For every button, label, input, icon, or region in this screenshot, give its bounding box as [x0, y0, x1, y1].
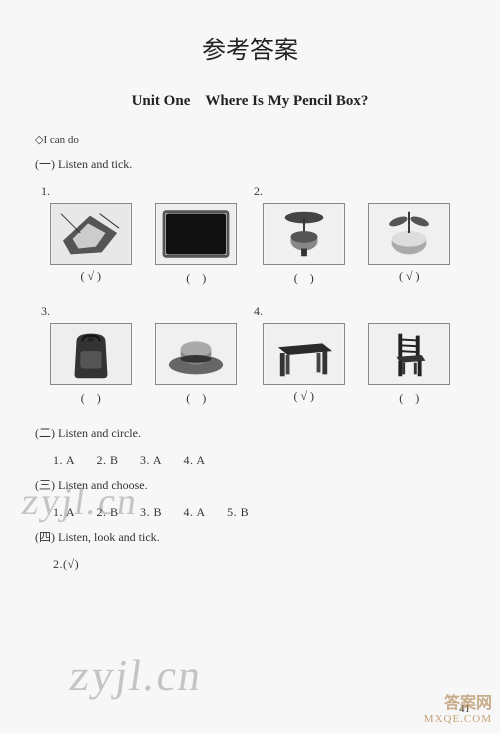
q1-number: 1. [41, 184, 246, 199]
unit-title: Unit One Where Is My Pencil Box? [35, 89, 465, 110]
ex2-a1: 1. A [53, 453, 75, 467]
ex3-title: (三) Listen and choose. [35, 476, 465, 493]
chair-image [368, 323, 450, 385]
ex3-a1: 1. A [53, 505, 75, 519]
ex4-answer: 2.(√) [35, 557, 465, 572]
ex3-answers: 1. A 2. B 3. B 4. A 5. B [35, 505, 465, 520]
ex1-title: (一) Listen and tick. [35, 155, 465, 172]
q1: 1. ( √ ) ( ) [41, 184, 246, 286]
q1-option-a: ( √ ) [41, 203, 141, 286]
ex4-title: (四) Listen, look and tick. [35, 528, 465, 545]
q2: 2. ( ) ( √ ) [254, 184, 459, 286]
patterned-image [50, 203, 132, 265]
q3a-answer: ( ) [81, 389, 101, 406]
q4a-answer: ( √ ) [293, 389, 314, 404]
q1a-answer: ( √ ) [80, 269, 101, 284]
q4-number: 4. [254, 304, 459, 319]
q3b-answer: ( ) [186, 389, 206, 406]
stamp-line2: MXQE.COM [424, 713, 492, 725]
q4-option-a: ( √ ) [254, 323, 354, 406]
image-row-2: 3. ( ) ( ) 4. [35, 304, 465, 406]
q2-number: 2. [254, 184, 459, 199]
q4-option-b: ( ) [360, 323, 460, 406]
section-marker: ◇I can do [35, 132, 465, 147]
q4: 4. ( √ ) ( ) [254, 304, 459, 406]
lamp-image [263, 203, 345, 265]
ex4-a: 2.(√) [53, 557, 79, 571]
q3-option-a: ( ) [41, 323, 141, 406]
q2-option-b: ( √ ) [360, 203, 460, 286]
ex3-a5: 5. B [227, 505, 249, 519]
answer-key-page: 参考答案 Unit One Where Is My Pencil Box? ◇I… [0, 0, 500, 733]
table-image [263, 323, 345, 385]
diamond-icon: ◇I can do [35, 134, 79, 146]
q1-option-b: ( ) [147, 203, 247, 286]
ex2-a3: 3. A [140, 453, 162, 467]
stamp-line1: 答案网 [424, 689, 492, 713]
blackboard-image [155, 203, 237, 265]
backpack-image [50, 323, 132, 385]
ex2-a2: 2. B [97, 453, 119, 467]
q4b-answer: ( ) [399, 389, 419, 406]
ex2-answers: 1. A 2. B 3. A 4. A [35, 453, 465, 468]
hat-image [155, 323, 237, 385]
q3: 3. ( ) ( ) [41, 304, 246, 406]
ex3-a4: 4. A [184, 505, 206, 519]
ex3-a2: 2. B [97, 505, 119, 519]
q2a-answer: ( ) [294, 269, 314, 286]
q2-option-a: ( ) [254, 203, 354, 286]
corner-stamp: 答案网 MXQE.COM [424, 689, 492, 725]
ex2-title: (二) Listen and circle. [35, 424, 465, 441]
ex3-a3: 3. B [140, 505, 162, 519]
fan-lamp-image [368, 203, 450, 265]
q2b-answer: ( √ ) [399, 269, 420, 284]
q1b-answer: ( ) [186, 269, 206, 286]
q3-number: 3. [41, 304, 246, 319]
main-title: 参考答案 [35, 30, 465, 65]
q3-option-b: ( ) [147, 323, 247, 406]
image-row-1: 1. ( √ ) ( ) 2. [35, 184, 465, 286]
ex2-a4: 4. A [184, 453, 206, 467]
